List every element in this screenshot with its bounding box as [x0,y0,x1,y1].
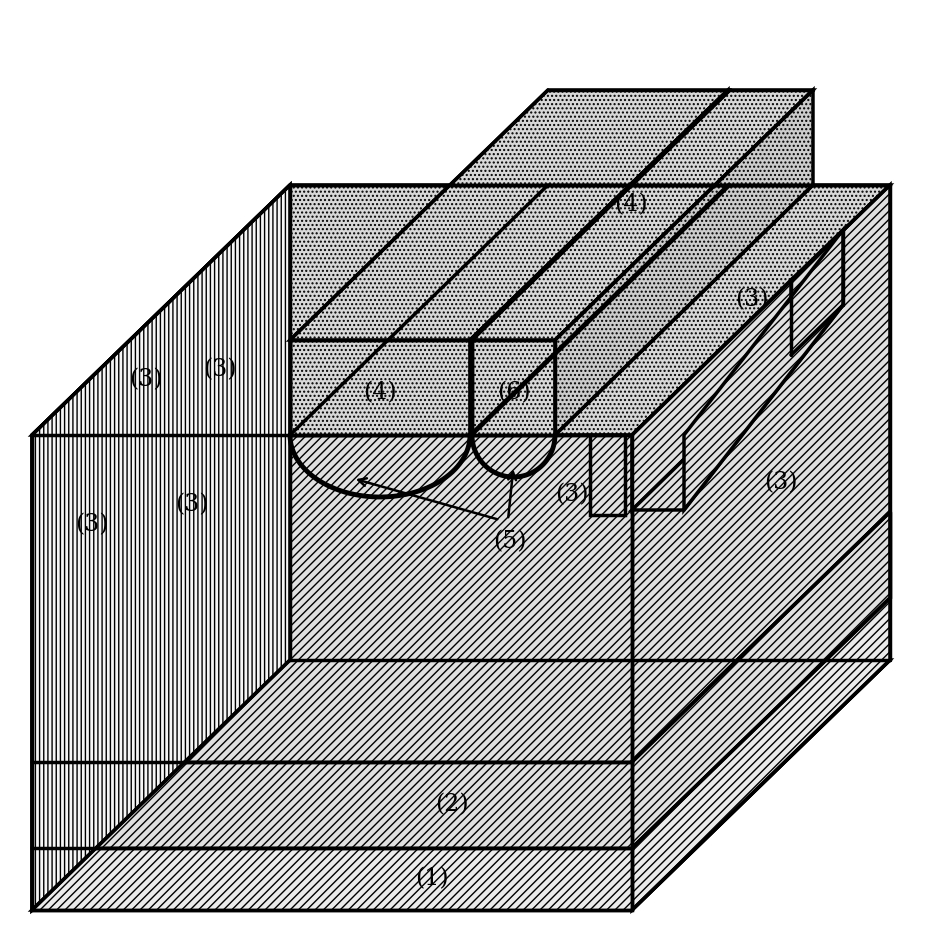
Text: (3): (3) [765,471,797,495]
Polygon shape [32,762,632,848]
Text: (4): (4) [363,381,397,404]
Polygon shape [472,90,813,340]
Polygon shape [632,280,791,510]
Polygon shape [590,435,625,515]
Polygon shape [632,598,890,910]
Polygon shape [632,512,890,848]
Text: (4): (4) [614,194,648,216]
Polygon shape [632,185,890,762]
Text: (2): (2) [435,794,469,817]
Text: (3): (3) [555,483,589,507]
Text: (3): (3) [203,359,237,381]
Text: (5): (5) [493,531,527,553]
Polygon shape [632,305,843,510]
Polygon shape [32,185,290,910]
Polygon shape [32,848,632,910]
Text: (3): (3) [175,494,209,516]
Text: (1): (1) [416,868,449,890]
Text: (3): (3) [75,514,109,536]
Text: (3): (3) [736,289,768,312]
Polygon shape [470,90,728,435]
Polygon shape [472,340,555,435]
Text: (3): (3) [129,368,163,392]
Polygon shape [32,660,890,910]
Polygon shape [290,340,470,435]
Polygon shape [32,185,890,435]
Polygon shape [32,185,290,910]
Polygon shape [32,435,632,762]
Text: (6): (6) [497,381,531,404]
Polygon shape [290,90,728,340]
Polygon shape [555,90,813,435]
Polygon shape [684,230,843,510]
